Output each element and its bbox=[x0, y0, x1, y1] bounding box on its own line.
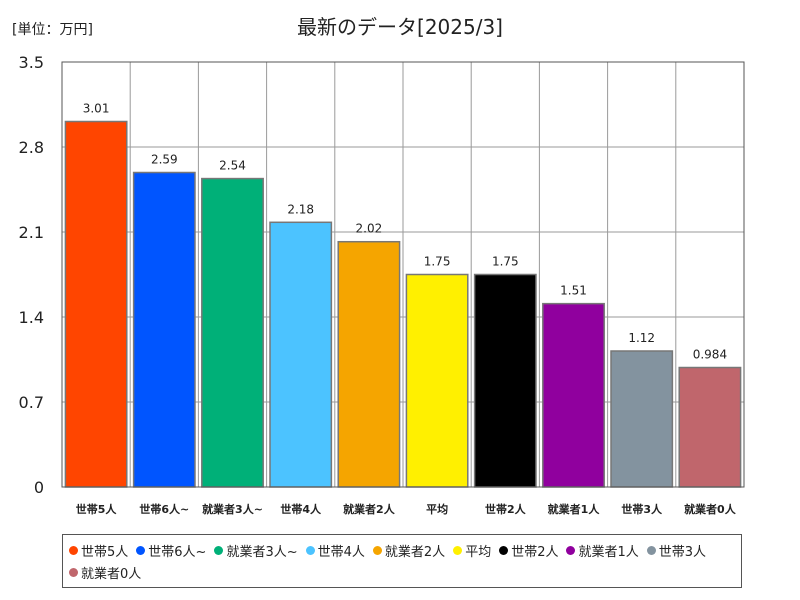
legend-marker bbox=[372, 545, 382, 555]
bar bbox=[542, 302, 605, 488]
bar bbox=[132, 171, 196, 488]
x-tick-label: 世帯2人 bbox=[485, 502, 527, 516]
legend-item: 就業者1人 bbox=[566, 539, 639, 561]
legend-marker bbox=[646, 545, 656, 555]
bar-chart: [単位：万円] 最新のデータ[2025/3] 0 0.7 1.4 2.1 2.8 3.5 3… bbox=[12, 15, 745, 516]
legend: 世帯5人 世帯6人~ 就業者3人~ 世帯4人 就業者2人 平均 世帯2人 就業者1人 世帯3人就… bbox=[62, 534, 742, 588]
legend-marker bbox=[214, 545, 224, 555]
x-tick-label: 就業者2人 bbox=[343, 502, 396, 516]
bar-value-label: 1.12 bbox=[628, 331, 655, 345]
y-tick-label: 2.1 bbox=[19, 223, 44, 242]
bar-value-label: 2.59 bbox=[151, 153, 178, 167]
legend-item: 世帯3人 bbox=[646, 539, 707, 561]
bar bbox=[678, 366, 742, 488]
legend-item: 世帯2人 bbox=[499, 539, 558, 561]
x-tick-label: 世帯5人 bbox=[76, 502, 118, 516]
legend-label: 世帯6人~ bbox=[148, 544, 207, 560]
x-tick-label: 世帯3人 bbox=[621, 502, 663, 516]
bar bbox=[269, 221, 333, 488]
legend-label: 就業者2人 bbox=[384, 544, 446, 560]
x-tick-label: 世帯6人~ bbox=[139, 502, 189, 516]
bar-value-label: 2.54 bbox=[219, 159, 246, 173]
legend-item: 世帯5人 bbox=[69, 539, 128, 561]
legend-marker bbox=[136, 545, 146, 555]
bar bbox=[473, 273, 537, 488]
bar bbox=[405, 273, 469, 488]
bar-value-label: 2.02 bbox=[356, 222, 383, 236]
bar-value-label: 1.75 bbox=[492, 255, 519, 269]
y-tick-label: 1.4 bbox=[19, 308, 44, 327]
legend-label: 平均 bbox=[465, 544, 492, 560]
legend-label: 就業者1人 bbox=[578, 544, 639, 560]
bar-value-label: 0.984 bbox=[693, 348, 727, 362]
bar bbox=[610, 350, 674, 488]
y-tick-label: 0.7 bbox=[19, 393, 44, 412]
legend-label: 就業者3人~ bbox=[226, 544, 298, 560]
legend-item: 就業者2人 bbox=[372, 539, 446, 561]
legend-label: 世帯4人 bbox=[317, 544, 365, 560]
legend-marker bbox=[305, 545, 315, 555]
plot-frame bbox=[61, 61, 745, 488]
bar bbox=[337, 240, 401, 488]
legend-marker bbox=[453, 545, 463, 555]
bar-value-label: 2.18 bbox=[287, 202, 314, 216]
bar-value-label: 3.01 bbox=[83, 102, 110, 116]
bar bbox=[201, 177, 264, 488]
x-tick-label: 世帯4人 bbox=[280, 502, 322, 516]
bar-value-label: 1.75 bbox=[424, 255, 451, 269]
legend-marker bbox=[566, 545, 576, 555]
chart-title: 最新のデータ[2025/3] bbox=[297, 15, 503, 39]
y-tick-label: 3.5 bbox=[19, 53, 44, 72]
legend-item: 就業者3人~ bbox=[214, 539, 298, 561]
bar-value-label: 1.51 bbox=[560, 284, 587, 298]
x-tick-label: 就業者0人 bbox=[684, 502, 737, 516]
legend-label: 世帯2人 bbox=[511, 544, 559, 560]
legend-label: 就業者0人 bbox=[81, 566, 142, 582]
legend-item: 世帯4人 bbox=[305, 539, 365, 561]
x-tick-label: 就業者3人~ bbox=[202, 502, 263, 516]
y-tick-label: 0 bbox=[34, 478, 44, 497]
x-tick-label: 平均 bbox=[426, 502, 448, 516]
legend-label: 世帯5人 bbox=[81, 544, 129, 560]
legend-item: 就業者0人 bbox=[69, 561, 141, 583]
x-tick-label: 就業者1人 bbox=[548, 502, 601, 516]
unit-label: [単位：万円] bbox=[12, 22, 93, 38]
legend-marker bbox=[69, 545, 78, 555]
legend-item: 世帯6人~ bbox=[136, 539, 206, 561]
legend-item: 平均 bbox=[453, 539, 491, 561]
legend-label: 世帯3人 bbox=[658, 544, 707, 560]
bar bbox=[64, 120, 128, 488]
legend-marker bbox=[69, 567, 78, 577]
y-tick-label: 2.8 bbox=[19, 138, 44, 157]
legend-marker bbox=[499, 545, 509, 555]
